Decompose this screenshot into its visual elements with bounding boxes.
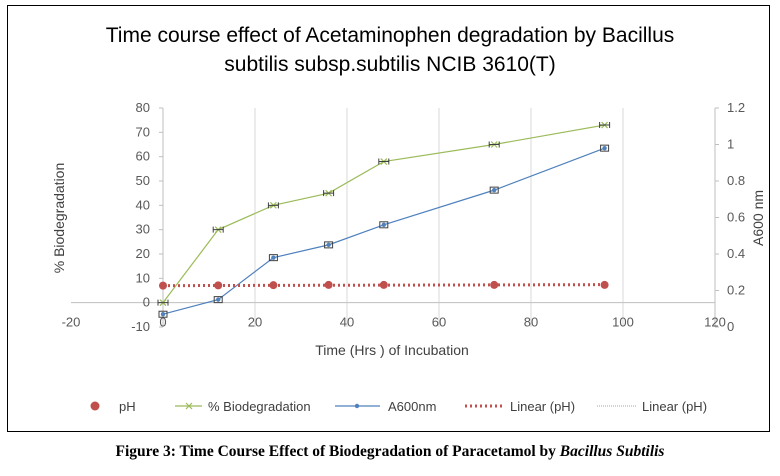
chart-title-line: subtilis subsp.subtilis NCIB 3610(T) xyxy=(224,53,555,76)
chart-title-line: Time course effect of Acetaminophen degr… xyxy=(106,24,675,47)
a600-point xyxy=(326,242,331,248)
y-right-tick-label: 0.2 xyxy=(727,283,745,298)
caption-organism: Bacillus Subtilis xyxy=(559,443,665,460)
y-left-tick-label: 50 xyxy=(136,173,150,188)
a600-point xyxy=(492,187,497,193)
a600-error-box xyxy=(379,221,389,229)
y-right-tick-label: 0.6 xyxy=(727,210,745,225)
a600-error-box xyxy=(158,310,168,318)
a600-point xyxy=(381,222,386,227)
x-tick-label: 100 xyxy=(612,315,634,330)
chart-frame xyxy=(7,5,770,432)
x-axis-label: Time (Hrs ) of Incubation xyxy=(315,342,469,358)
series-line-a600nm xyxy=(162,147,605,315)
a600-point xyxy=(160,312,166,317)
x-tick-label: 40 xyxy=(340,315,354,330)
legend-label: A600nm xyxy=(388,399,436,414)
y-right-tick-label: 0 xyxy=(727,319,734,334)
a600-error-box xyxy=(268,254,278,262)
a600-error-box xyxy=(600,144,610,152)
y-left-tick-label: 20 xyxy=(136,246,150,261)
x-tick-label: 120 xyxy=(704,315,726,330)
caption-text: Figure 3: Time Course Effect of Biodegra… xyxy=(115,443,560,460)
x-tick-label: 80 xyxy=(524,315,538,330)
legend-swatch-biodegradation-marker xyxy=(185,402,193,410)
y-left-tick-label: -10 xyxy=(131,319,150,334)
biodegradation-error-bar xyxy=(267,202,279,209)
a600-point xyxy=(216,297,221,302)
y-left-tick-label: 10 xyxy=(136,270,150,285)
legend-label: % Biodegradation xyxy=(208,399,311,414)
a600-error-box xyxy=(324,241,334,249)
trendline-ph xyxy=(162,283,605,288)
y-right-tick-label: 1.2 xyxy=(727,100,745,115)
legend-swatch-ph xyxy=(90,401,100,411)
x-tick-label: 20 xyxy=(248,315,262,330)
a600-error-box xyxy=(213,296,223,304)
chart-svg: Time course effect of Acetaminophen degr… xyxy=(51,24,766,414)
y-right-tick-label: 0.4 xyxy=(727,246,745,261)
x-tick-label: 60 xyxy=(432,315,446,330)
biodegradation-error-bar xyxy=(157,299,169,306)
a600-point xyxy=(602,145,607,151)
legend-swatch-a600-marker xyxy=(354,403,360,409)
x-tick-label: -20 xyxy=(62,315,81,330)
a600-point xyxy=(271,255,276,260)
legend-label: Linear (pH) xyxy=(642,399,707,414)
y-left-tick-label: 80 xyxy=(136,100,150,115)
y-axis-left-label: % Biodegradation xyxy=(51,163,67,274)
x-tick-label: 0 xyxy=(159,315,166,330)
biodegradation-error-bar xyxy=(378,158,390,165)
biodegradation-error-bar xyxy=(599,122,611,129)
a600-error-box xyxy=(489,186,499,194)
y-axis-right-label: A600 nm xyxy=(750,190,766,246)
biodegradation-error-bar xyxy=(212,226,224,233)
biodegradation-error-bar xyxy=(488,141,500,148)
series-line--biodegradation xyxy=(162,124,605,304)
y-left-tick-label: 0 xyxy=(143,295,150,310)
y-left-tick-label: 70 xyxy=(136,124,150,139)
y-right-tick-label: 0.8 xyxy=(727,173,745,188)
y-right-tick-label: 1 xyxy=(727,137,734,152)
y-left-tick-label: 30 xyxy=(136,222,150,237)
figure-caption: Figure 3: Time Course Effect of Biodegra… xyxy=(0,443,780,461)
y-left-tick-label: 40 xyxy=(136,197,150,212)
biodegradation-error-bar xyxy=(323,190,335,197)
legend-label: pH xyxy=(119,399,136,414)
legend-label: Linear (pH) xyxy=(510,399,575,414)
y-left-tick-label: 60 xyxy=(136,149,150,164)
